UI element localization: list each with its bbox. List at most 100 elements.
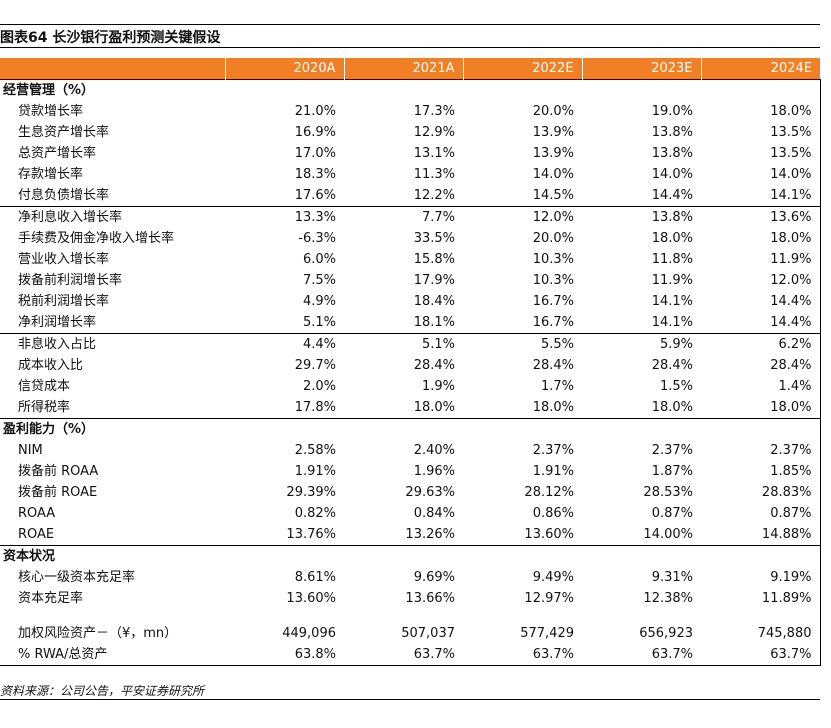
value-cell: 12.9% <box>413 125 455 140</box>
value-cell: 1.4% <box>701 376 821 397</box>
value-cell: 12.0% <box>463 206 582 228</box>
value-cell: 0.86% <box>532 506 574 521</box>
value-cell: 0.82% <box>294 506 336 521</box>
column-header: 2021A <box>344 58 464 80</box>
value-cell: 14.4% <box>651 188 693 203</box>
value-cell: 13.8% <box>651 146 693 161</box>
value-cell: 13.60% <box>286 591 336 606</box>
row-label: 拨备前利润增长率 <box>18 273 123 288</box>
value-cell: 13.5% <box>701 122 821 143</box>
value-cell: 7.7% <box>344 206 463 228</box>
value-cell: 1.9% <box>421 379 455 394</box>
value-cell: 5.1% <box>302 315 336 330</box>
value-cell: 449,096 <box>282 626 336 641</box>
value-cell: 33.5% <box>413 231 455 246</box>
value-cell: 2.37% <box>651 443 693 458</box>
column-header: 2022E <box>463 58 583 80</box>
value-cell: 13.8% <box>651 125 693 140</box>
table-row: 营业收入增长率 6.0% 15.8% 10.3% 11.8% 11.9% <box>0 249 821 270</box>
title-rule <box>0 47 820 48</box>
value-cell: 2.37% <box>532 443 574 458</box>
row-label: 信贷成本 <box>18 379 71 394</box>
row-label: 非息收入占比 <box>0 333 225 355</box>
table-row: NIM 2.58% 2.40% 2.37% 2.37% 2.37% <box>0 440 821 461</box>
table-row: 手续费及佣金净收入增长率 -6.3% 33.5% 20.0% 18.0% 18.0% <box>0 228 821 249</box>
value-cell: 14.00% <box>643 527 693 542</box>
table-row: 净利润增长率 5.1% 18.1% 16.7% 14.1% 14.4% <box>0 312 821 334</box>
value-cell: 14.5% <box>532 188 574 203</box>
row-label: ROAE <box>18 527 55 542</box>
table-row: 付息负债增长率 17.6% 12.2% 14.5% 14.4% 14.1% <box>0 185 821 207</box>
table-row: 存款增长率 18.3% 11.3% 14.0% 14.0% 14.0% <box>0 164 821 185</box>
value-cell: 12.38% <box>643 591 693 606</box>
column-header: 2023E <box>582 58 702 80</box>
column-header: 2020A <box>225 58 345 80</box>
section-title: 经营管理（%） <box>0 79 701 101</box>
value-cell: 2.40% <box>413 443 455 458</box>
row-label: 贷款增长率 <box>18 104 84 119</box>
value-cell: 11.8% <box>651 252 693 267</box>
table-row: 净利息收入增长率 13.3% 7.7% 12.0% 13.8% 13.6% <box>0 206 821 228</box>
value-cell: 16.7% <box>532 294 574 309</box>
value-cell: 16.9% <box>294 125 336 140</box>
value-cell: 17.8% <box>294 400 336 415</box>
section-header-row: 经营管理（%） <box>0 79 821 101</box>
value-cell: 28.12% <box>524 485 574 500</box>
row-label: 所得税率 <box>18 400 71 415</box>
table-row: 信贷成本 2.0% 1.9% 1.7% 1.5% 1.4% <box>0 376 821 397</box>
table-row: ROAE 13.76% 13.26% 13.60% 14.00% 14.88% <box>0 524 821 546</box>
value-cell: 63.7% <box>701 644 821 666</box>
value-cell: 28.4% <box>413 358 455 373</box>
top-rule <box>0 24 820 25</box>
table-row: 拨备前 ROAE 29.39% 29.63% 28.12% 28.53% 28.83% <box>0 482 821 503</box>
spacer-cell <box>344 609 463 623</box>
value-cell: 9.19% <box>701 567 821 588</box>
table-row: 核心一级资本充足率 8.61% 9.69% 9.49% 9.31% 9.19% <box>0 567 821 588</box>
value-cell: 16.7% <box>532 315 574 330</box>
value-cell: 13.26% <box>405 527 455 542</box>
section-header-row: 盈利能力（%） <box>0 418 821 440</box>
value-cell: 28.4% <box>701 355 821 376</box>
value-cell: 8.61% <box>294 570 336 585</box>
value-cell: 12.97% <box>524 591 574 606</box>
table-row: ROAA 0.82% 0.84% 0.86% 0.87% 0.87% <box>0 503 821 524</box>
value-cell: 2.58% <box>294 443 336 458</box>
value-cell: 6.2% <box>701 333 821 355</box>
value-cell: 5.5% <box>463 333 582 355</box>
value-cell: 18.3% <box>294 167 336 182</box>
value-cell: 1.85% <box>701 461 821 482</box>
source-footnote: 资料来源：公司公告，平安证券研究所 <box>0 684 205 698</box>
value-cell: 9.49% <box>532 570 574 585</box>
row-label: 手续费及佣金净收入增长率 <box>18 231 175 246</box>
value-cell: 6.0% <box>302 252 336 267</box>
value-cell: 9.69% <box>413 570 455 585</box>
value-cell: 28.4% <box>651 358 693 373</box>
spacer-cell <box>463 609 582 623</box>
section-header-row: 资本状况 <box>0 545 821 567</box>
value-cell: 0.87% <box>701 503 821 524</box>
value-cell: 745,880 <box>701 623 821 644</box>
value-cell: 17.3% <box>413 104 455 119</box>
table-header: 2020A 2021A 2022E 2023E 2024E <box>0 58 820 80</box>
value-cell: 11.3% <box>413 167 455 182</box>
value-cell: 21.0% <box>294 104 336 119</box>
section-edge-cell <box>701 79 821 101</box>
value-cell: 1.87% <box>651 464 693 479</box>
row-label: 营业收入增长率 <box>18 252 110 267</box>
row-label: 拨备前 ROAA <box>18 464 99 479</box>
row-label: 成本收入比 <box>18 358 84 373</box>
value-cell: 17.0% <box>294 146 336 161</box>
table-row: 拨备前 ROAA 1.91% 1.96% 1.91% 1.87% 1.85% <box>0 461 821 482</box>
value-cell: 14.4% <box>701 291 821 312</box>
value-cell: 1.91% <box>294 464 336 479</box>
table-body: 经营管理（%） 贷款增长率 21.0% 17.3% 20.0% 19.0% 18.0% 生息资… <box>0 79 821 666</box>
value-cell: 14.0% <box>651 167 693 182</box>
value-cell: 20.0% <box>532 231 574 246</box>
row-label: 净利息收入增长率 <box>0 206 225 228</box>
value-cell: 17.6% <box>294 188 336 203</box>
value-cell: 13.76% <box>286 527 336 542</box>
value-cell: 4.9% <box>302 294 336 309</box>
value-cell: 11.9% <box>651 273 693 288</box>
value-cell: 18.0% <box>532 400 574 415</box>
value-cell: 13.6% <box>701 206 821 228</box>
